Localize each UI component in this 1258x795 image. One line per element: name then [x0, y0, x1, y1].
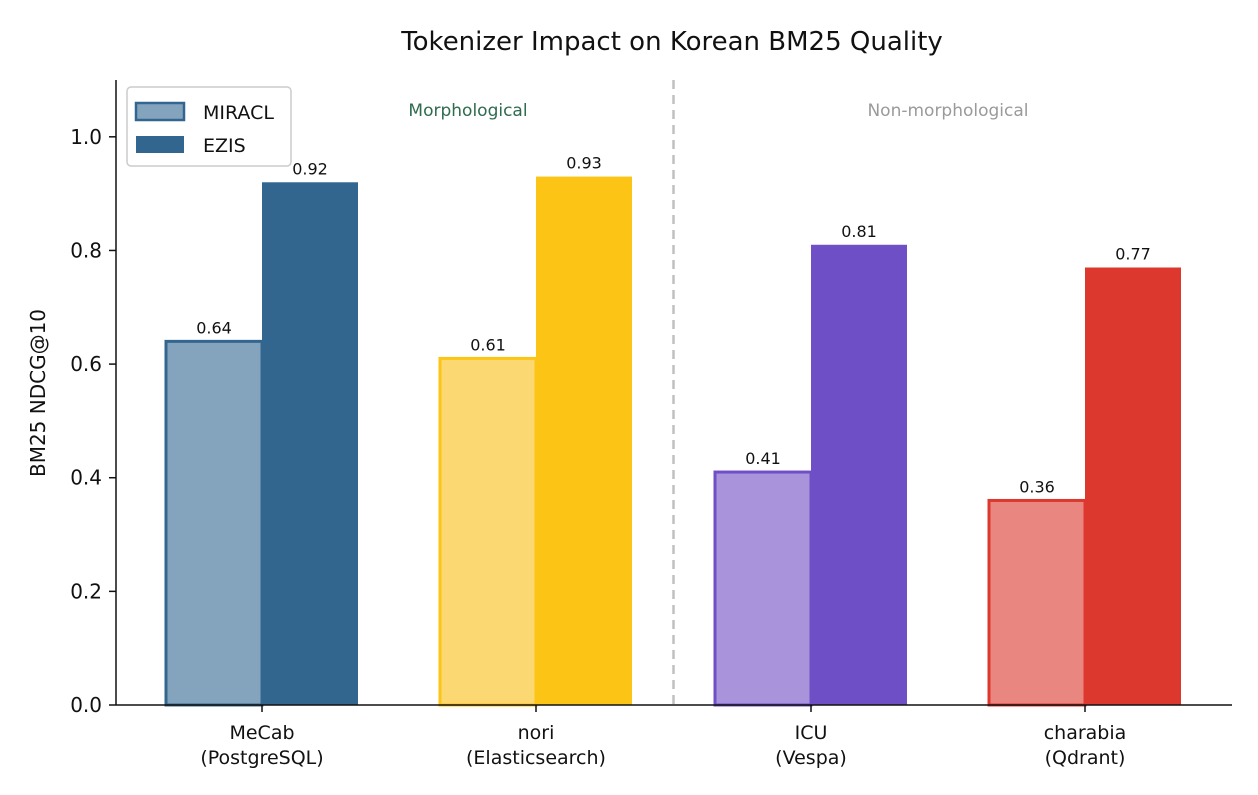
y-axis-label: BM25 NDCG@10 — [26, 309, 50, 477]
bar-ezis-mecab — [262, 182, 358, 706]
chart-title: Tokenizer Impact on Korean BM25 Quality — [400, 27, 943, 57]
value-label: 0.92 — [292, 159, 328, 178]
x-tick-label: ICU — [795, 722, 828, 744]
x-tick-label: charabia — [1044, 722, 1127, 744]
value-labels-group: 0.64 0.92 0.61 0.93 0.41 0.81 0.36 0.77 — [196, 154, 1151, 497]
bars-group — [164, 176, 1181, 707]
value-label: 0.36 — [1019, 477, 1055, 496]
bar-miracl-icu — [713, 470, 813, 707]
region-label-morphological: Morphological — [408, 101, 527, 121]
legend: MIRACL EZIS — [126, 86, 292, 167]
bar-ezis-icu — [811, 244, 907, 706]
y-axis-ticks: 0.0 0.2 0.4 0.6 0.8 1.0 — [70, 125, 116, 717]
x-axis-labels: MeCab (PostgreSQL) nori (Elasticsearch) ICU (… — [200, 705, 1126, 769]
bar-ezis-nori — [536, 176, 632, 705]
legend-swatch-miracl — [134, 101, 186, 122]
legend-label-ezis: EZIS — [203, 135, 246, 157]
value-label: 0.93 — [566, 154, 602, 173]
x-tick-sublabel: (Vespa) — [775, 747, 847, 769]
y-tick-label: 0.8 — [70, 238, 102, 262]
y-tick-label: 0.2 — [70, 579, 102, 603]
bar-miracl-nori — [438, 356, 538, 707]
legend-swatch-ezis — [136, 136, 184, 153]
bar-miracl-charabia — [987, 498, 1087, 707]
legend-label-miracl: MIRACL — [203, 102, 274, 124]
bar-miracl-mecab — [164, 339, 264, 707]
value-label: 0.81 — [841, 222, 877, 241]
value-label: 0.77 — [1115, 245, 1151, 264]
y-tick-label: 0.0 — [70, 693, 102, 717]
x-tick-label: MeCab — [229, 722, 294, 744]
value-label: 0.41 — [745, 449, 781, 468]
value-label: 0.61 — [470, 335, 506, 354]
y-tick-label: 0.4 — [70, 466, 102, 490]
x-tick-sublabel: (Qdrant) — [1045, 747, 1126, 769]
y-tick-label: 0.6 — [70, 352, 102, 376]
x-tick-sublabel: (Elasticsearch) — [466, 747, 606, 769]
region-label-non-morphological: Non-morphological — [867, 101, 1028, 121]
x-tick-sublabel: (PostgreSQL) — [200, 747, 323, 769]
x-tick-label: nori — [518, 722, 555, 744]
value-label: 0.64 — [196, 318, 232, 337]
y-tick-label: 1.0 — [70, 125, 102, 149]
bar-ezis-charabia — [1085, 267, 1181, 705]
